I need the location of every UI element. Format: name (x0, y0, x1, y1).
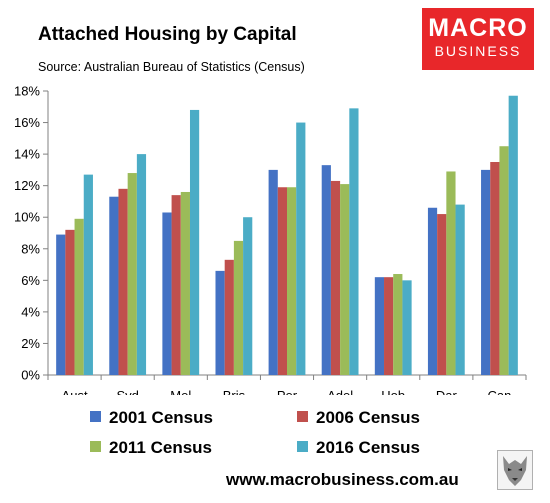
x-tick-label: Aust (62, 388, 88, 395)
y-tick-label: 10% (14, 210, 40, 225)
bar (455, 204, 465, 375)
bar (215, 270, 225, 375)
x-tick-label: Bris (223, 388, 246, 395)
x-tick-label: Mel (170, 388, 191, 395)
y-tick-label: 6% (21, 273, 40, 288)
y-tick-label: 4% (21, 304, 40, 319)
bar (171, 195, 181, 375)
bar (162, 212, 172, 375)
bar (402, 280, 412, 375)
legend-swatch (297, 441, 308, 453)
bar (393, 274, 403, 375)
macrobusiness-logo: MACRO BUSINESS (422, 8, 534, 70)
bar (127, 173, 137, 375)
y-tick-label: 18% (14, 84, 40, 99)
bar (243, 217, 253, 375)
chart-subtitle: Source: Australian Bureau of Statistics … (38, 60, 305, 74)
y-tick-label: 14% (14, 147, 40, 162)
y-tick-label: 12% (14, 178, 40, 193)
legend-label: 2006 Census (316, 408, 420, 427)
bar (74, 218, 84, 375)
legend-label: 2011 Census (109, 438, 213, 457)
y-tick-label: 2% (21, 336, 40, 351)
bar (384, 277, 394, 375)
bar (427, 207, 438, 375)
x-tick-label: Syd (116, 388, 138, 395)
website-url: www.macrobusiness.com.au (226, 470, 459, 489)
legend-item: 2001 Census (90, 408, 213, 428)
legend-swatch (297, 411, 308, 423)
y-tick-label: 8% (21, 241, 40, 256)
bar (268, 169, 278, 375)
bar (321, 165, 331, 375)
bar (374, 277, 385, 375)
bar-chart: 0% 2% 4% 6% 8% 10% 12% 14% 16% 18% Aust Syd Mel Bris P… (14, 84, 527, 395)
bar (446, 171, 456, 375)
bar (118, 188, 128, 375)
bar (189, 109, 200, 375)
legend-item: 2006 Census (297, 408, 420, 428)
x-tick-label: Dar (436, 388, 458, 395)
bar (136, 154, 147, 375)
legend-swatch (90, 441, 101, 453)
bar (233, 240, 244, 375)
legend-item: 2011 Census (90, 438, 212, 458)
bar (287, 187, 297, 375)
y-tick-label: 0% (21, 368, 40, 383)
logo-line-2: BUSINESS (434, 43, 522, 59)
bar (349, 108, 359, 375)
bar (296, 122, 306, 375)
legend-label: 2016 Census (316, 438, 420, 457)
logo-line-1: MACRO (428, 14, 528, 42)
bar (109, 196, 119, 375)
bar (499, 146, 509, 375)
wolf-mascot-icon (497, 450, 533, 490)
legend-label: 2001 Census (109, 408, 213, 427)
bar (481, 169, 491, 375)
bar (180, 191, 190, 375)
bar (83, 174, 93, 375)
bar (340, 184, 350, 375)
x-tick-label: Adel (327, 388, 353, 395)
bar (224, 259, 234, 375)
bar (56, 234, 66, 375)
x-tick-label: Hob (381, 388, 405, 395)
bar (508, 95, 518, 375)
bar (330, 180, 341, 375)
chart-title: Attached Housing by Capital (38, 24, 297, 45)
bar (277, 187, 287, 375)
bar (437, 214, 447, 375)
bar (490, 162, 500, 375)
x-tick-label: Per (277, 388, 298, 395)
x-tick-label: Can (488, 388, 512, 395)
legend-item: 2016 Census (297, 438, 420, 458)
legend-swatch (90, 411, 101, 423)
y-tick-label: 16% (14, 115, 40, 130)
bar (65, 229, 75, 375)
